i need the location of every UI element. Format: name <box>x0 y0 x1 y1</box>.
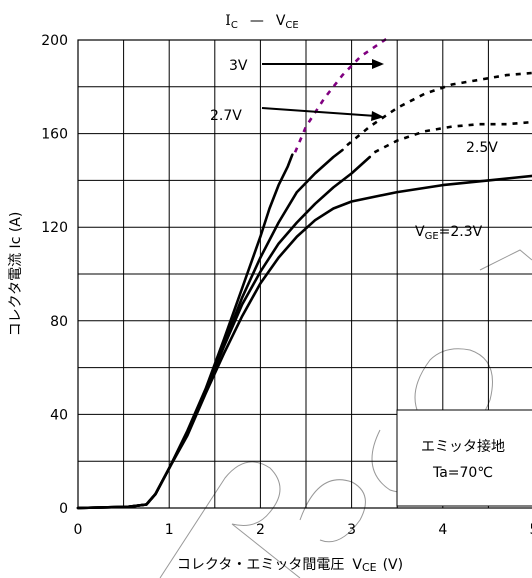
series-line-extrapolated-0 <box>295 38 388 153</box>
x-tick-label: 1 <box>165 522 174 538</box>
label-3v: 3V <box>229 58 248 74</box>
x-tick-label: 0 <box>74 522 83 538</box>
y-tick-label: 160 <box>41 127 68 143</box>
condition-line-2: Ta=70℃ <box>432 465 493 481</box>
label-2-5v: 2.5V <box>466 140 498 156</box>
vge-sub: GE <box>425 231 439 242</box>
y-tick-label: 120 <box>41 220 68 236</box>
title-ic-sub: C <box>231 20 238 31</box>
x-tick-label: 4 <box>438 522 447 538</box>
x-axis-unit: (V) <box>383 557 404 573</box>
condition-line-1: エミッタ接地 <box>421 438 505 455</box>
label-2-7v: 2.7V <box>210 108 242 124</box>
y-tick-label: 200 <box>41 33 68 49</box>
chart-title: IC — VCE <box>225 13 298 31</box>
series-line-extrapolated-1 <box>347 73 532 146</box>
x-axis-label: コレクタ・エミッタ間電圧 VCE (V) <box>177 557 403 574</box>
vge-v: V <box>415 224 425 240</box>
series-line-1 <box>78 150 343 508</box>
arrowhead-2-7v <box>371 111 384 121</box>
title-vce: V <box>276 13 286 29</box>
arrow-2-7v <box>262 108 376 116</box>
condition-box <box>397 410 532 506</box>
title-sep: — <box>250 13 264 29</box>
y-tick-label: 0 <box>59 501 68 517</box>
x-axis-sym: V <box>352 557 362 573</box>
y-tick-label: 40 <box>50 407 68 423</box>
y-tick-label: 80 <box>50 314 68 330</box>
series-line-2 <box>78 157 370 508</box>
x-axis-sub: CE <box>362 561 377 574</box>
series-line-extrapolated-2 <box>374 122 532 152</box>
x-axis-label-jp: コレクタ・エミッタ間電圧 <box>177 557 344 573</box>
arrowhead-3v <box>372 59 384 69</box>
x-tick-label: 3 <box>347 522 356 538</box>
x-tick-label: 2 <box>256 522 265 538</box>
x-tick-labels: 012345 <box>74 522 532 538</box>
vge-rest: =2.3V <box>439 224 483 240</box>
y-tick-labels: 0 40 80 120 160 200 <box>41 33 68 517</box>
title-vce-sub: CE <box>285 20 298 31</box>
y-axis-label: コレクタ電流 Ic (A) <box>8 212 24 337</box>
